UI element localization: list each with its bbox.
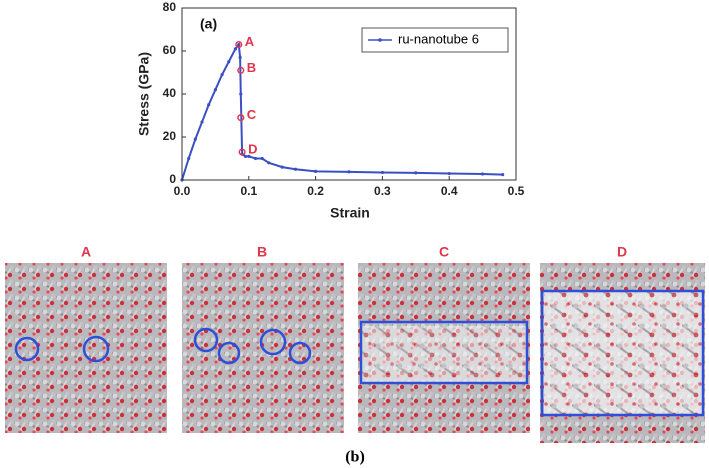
data-point xyxy=(280,165,284,169)
annotation-label: B xyxy=(247,60,256,75)
data-point xyxy=(200,120,204,124)
panel-title: C xyxy=(439,244,449,260)
x-tick-label: 0.3 xyxy=(374,184,391,198)
y-axis-label: Stress (GPa) xyxy=(136,52,152,136)
defect-box xyxy=(359,320,529,385)
defect-circle xyxy=(288,341,312,365)
void-region xyxy=(362,326,526,382)
data-point xyxy=(414,171,418,175)
data-point xyxy=(243,154,248,158)
data-point xyxy=(314,169,318,173)
panel-title: B xyxy=(257,244,267,260)
legend-swatch-marker xyxy=(378,38,382,42)
defect-box xyxy=(540,289,705,417)
y-tick-label: 60 xyxy=(163,43,177,57)
defect-circle xyxy=(14,336,40,362)
data-point xyxy=(481,172,485,176)
data-point xyxy=(207,103,211,107)
data-point xyxy=(187,156,191,161)
defect-circle xyxy=(217,341,241,365)
y-tick-label: 0 xyxy=(169,172,176,186)
panel-label: (b) xyxy=(345,449,365,466)
annotation-label: A xyxy=(245,34,255,49)
data-point xyxy=(253,156,258,161)
panel-label: (a) xyxy=(200,16,217,32)
legend-label: ru-nanotube 6 xyxy=(398,31,479,46)
void-region xyxy=(544,292,702,414)
data-point xyxy=(380,170,384,175)
x-tick-label: 0.2 xyxy=(307,184,324,198)
data-point xyxy=(237,42,241,47)
defect-circle xyxy=(82,335,110,363)
data-point xyxy=(227,60,231,64)
defect-circle xyxy=(259,328,287,356)
annotation-marker xyxy=(235,41,243,49)
legend: ru-nanotube 6 xyxy=(361,27,509,53)
panel-title: D xyxy=(617,244,627,260)
defect-circle xyxy=(193,327,219,353)
data-point xyxy=(193,137,197,141)
structure-image xyxy=(5,263,167,433)
y-tick-label: 80 xyxy=(163,0,177,14)
annotation-label: C xyxy=(247,107,257,122)
y-tick-label: 20 xyxy=(163,129,177,143)
annotation-marker xyxy=(237,114,245,122)
data-point xyxy=(501,173,505,177)
series-line xyxy=(181,41,503,181)
data-point xyxy=(293,167,298,171)
annotation-marker xyxy=(238,148,246,156)
x-tick-label: 0.1 xyxy=(240,184,257,198)
x-axis-label: Strain xyxy=(330,205,370,221)
annotation-marker xyxy=(237,66,245,74)
x-tick-label: 0.4 xyxy=(441,184,458,198)
x-tick-label: 0.5 xyxy=(508,184,525,198)
annotation-label: D xyxy=(248,141,257,156)
data-point xyxy=(238,55,242,60)
data-point xyxy=(213,88,217,92)
data-point xyxy=(260,156,264,161)
data-point xyxy=(347,170,351,174)
data-point xyxy=(239,92,243,96)
panel-title: A xyxy=(81,244,91,260)
data-point xyxy=(267,161,271,165)
data-point xyxy=(220,73,224,77)
x-tick-label: 0.0 xyxy=(174,184,191,198)
data-point xyxy=(233,47,238,51)
y-tick-label: 40 xyxy=(163,86,177,100)
data-point xyxy=(247,154,251,158)
data-point xyxy=(447,171,451,176)
